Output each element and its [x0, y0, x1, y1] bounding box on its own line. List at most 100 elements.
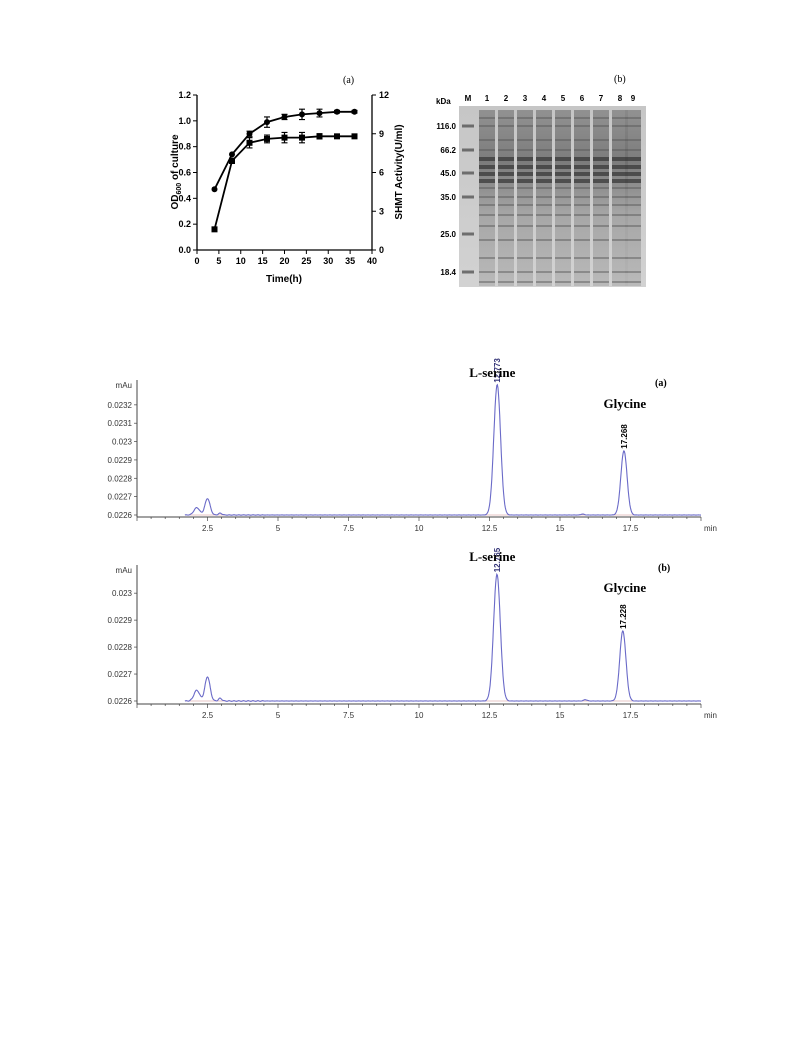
gel-band [574, 257, 590, 259]
gel-lane-label: 5 [561, 94, 566, 103]
gel-band [536, 281, 552, 283]
gel-band [555, 225, 571, 227]
gel-marker-label: 18.4 [440, 268, 456, 277]
gel-lane-label: 8 [618, 94, 623, 103]
gel-lane [612, 110, 628, 286]
chrom-x-tick-label: 12.5 [482, 524, 498, 533]
gel-marker-band [462, 270, 474, 274]
gel-band [536, 117, 552, 119]
chrom-a-serine-label: L-serine [469, 365, 515, 380]
gel-band [555, 149, 571, 151]
gel-band [498, 225, 514, 227]
gel-band [612, 204, 628, 206]
gel-band [593, 271, 609, 273]
gel-band [517, 172, 533, 176]
chrom-y-tick-label: 0.023 [112, 438, 133, 447]
gel-marker-band [462, 195, 474, 199]
gel-band [625, 179, 641, 183]
gel-band [536, 179, 552, 183]
gel-lane [536, 110, 552, 286]
growth-y2-label: SHMT Activity(U/ml) [394, 124, 405, 219]
chrom-x-tick-label: 17.5 [623, 524, 639, 533]
gel-band [536, 157, 552, 161]
gel-marker-band [462, 171, 474, 175]
gel-lane [498, 110, 514, 286]
chrom-x-unit: min [704, 524, 717, 533]
chrom-x-tick-label: 5 [276, 711, 281, 720]
gel-band [612, 257, 628, 259]
gel-band [536, 239, 552, 241]
gel-band [498, 139, 514, 141]
chrom-y-tick-label: 0.0229 [108, 456, 133, 465]
gel-band [498, 281, 514, 283]
gel-band [574, 196, 590, 198]
growth-point-square [316, 133, 323, 140]
growth-y-tick-label: 1.2 [178, 90, 191, 100]
growth-series-line-1 [213, 110, 355, 190]
gel-marker-label: 116.0 [436, 122, 456, 131]
gel-band [517, 157, 533, 161]
gel-band [517, 239, 533, 241]
gel-band [625, 139, 641, 141]
gel-band [612, 225, 628, 227]
gel-band [574, 239, 590, 241]
gel-band [574, 165, 590, 169]
chrom-y-unit: mAu [116, 566, 132, 575]
gel-band [517, 125, 533, 127]
gel-band [555, 125, 571, 127]
chrom-y-tick-label: 0.0226 [108, 697, 133, 706]
chrom-b-glycine-label: Glycine [604, 580, 647, 595]
growth-y2-tick-label: 0 [379, 245, 384, 255]
gel-band [479, 165, 495, 169]
growth-y-tick-label: 0.4 [178, 193, 191, 203]
growth-point-circle [351, 108, 358, 115]
gel-band [612, 117, 628, 119]
growth-point-square [229, 157, 235, 164]
gel-band [593, 214, 609, 216]
gel-band [612, 187, 628, 189]
gel-marker-band [462, 124, 474, 128]
gel-band [593, 149, 609, 151]
gel-band [517, 204, 533, 206]
gel-band [536, 214, 552, 216]
gel-band [479, 139, 495, 141]
gel-band [517, 139, 533, 141]
gel-marker-band [462, 232, 474, 236]
gel-lane-label: 4 [542, 94, 547, 103]
gel-band [479, 187, 495, 189]
gel-band [517, 281, 533, 283]
gel-band [574, 187, 590, 189]
growth-point-circle [281, 113, 288, 120]
gel-band [555, 172, 571, 176]
gel-band [517, 117, 533, 119]
gel-band [625, 149, 641, 151]
chrom-x-tick-label: 7.5 [343, 524, 355, 533]
gel-band [612, 281, 628, 283]
chromatogram-b: 2.5 5 7.5 10 12.5 15 17.5 min 0.0226 0.0227 0.0228… [108, 547, 717, 720]
growth-y-tick-label: 0.2 [178, 219, 191, 229]
gel-band [612, 196, 628, 198]
gel-band [536, 187, 552, 189]
gel-lane-label: 6 [580, 94, 585, 103]
gel-band [479, 149, 495, 151]
gel-lane [479, 110, 495, 286]
gel-band [479, 239, 495, 241]
growth-y-label-main: OD [170, 195, 181, 210]
growth-y2-tick-label: 12 [379, 90, 389, 100]
gel-band [479, 257, 495, 259]
gel-band [479, 281, 495, 283]
chrom-x-unit: min [704, 711, 717, 720]
gel-band [555, 281, 571, 283]
gel-band [625, 204, 641, 206]
gel-band [593, 187, 609, 189]
gel-band [593, 281, 609, 283]
growth-x-tick-label: 15 [258, 256, 268, 266]
growth-point-square [299, 134, 305, 141]
gel-band [498, 271, 514, 273]
gel-band [555, 239, 571, 241]
growth-x-tick-label: 5 [216, 256, 221, 266]
gel-band [612, 271, 628, 273]
chromatogram-a: 2.5 5 7.5 10 12.5 15 17.5 min 0.0226 0.0227 0.0228… [108, 358, 717, 533]
chrom-a-glycine-label: Glycine [604, 396, 647, 411]
